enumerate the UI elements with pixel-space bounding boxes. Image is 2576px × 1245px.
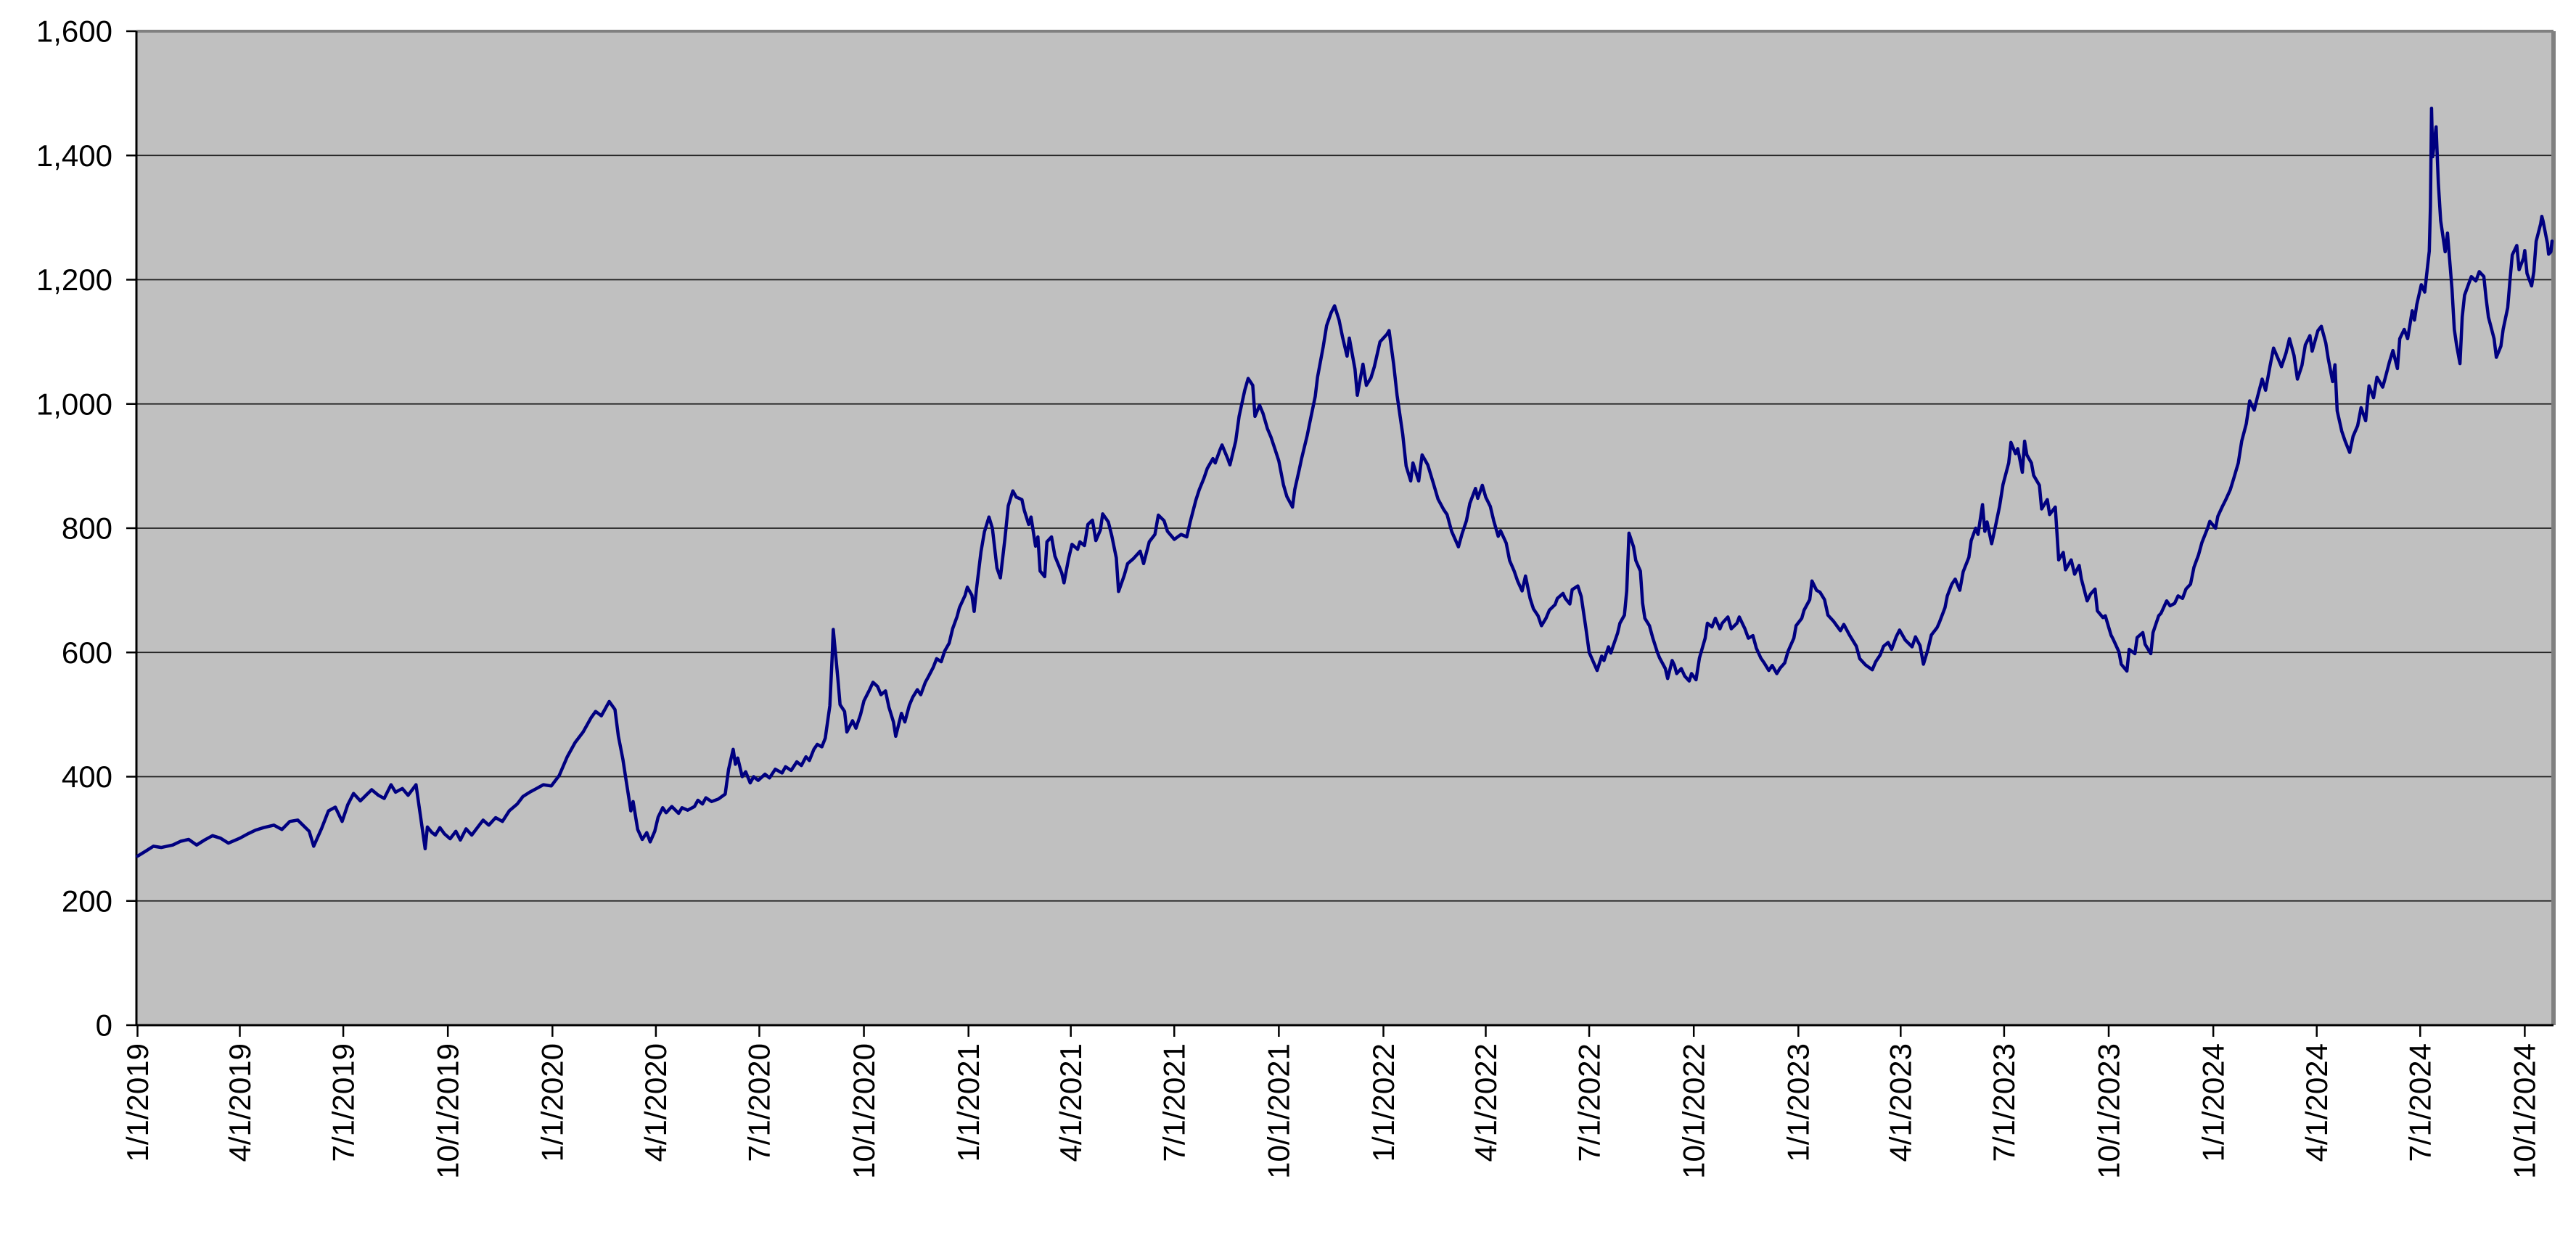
x-axis-tick-label: 7/1/2023 — [1987, 1043, 2021, 1162]
y-axis-tick-label: 400 — [62, 760, 112, 794]
x-axis-tick-label: 10/1/2022 — [1676, 1043, 1710, 1179]
x-axis-tick-label: 4/1/2021 — [1054, 1043, 1088, 1162]
y-axis-tick-label: 1,400 — [36, 139, 112, 173]
x-axis-tick-label: 1/1/2019 — [120, 1043, 155, 1162]
x-axis-tick-label: 10/1/2020 — [847, 1043, 881, 1179]
x-axis-tick-label: 10/1/2019 — [430, 1043, 464, 1179]
x-axis-tick-label: 10/1/2023 — [2091, 1043, 2125, 1179]
x-axis-tick-label: 1/1/2020 — [536, 1043, 570, 1162]
x-axis-tick-label: 4/1/2020 — [639, 1043, 673, 1162]
x-axis-tick-label: 4/1/2023 — [1884, 1043, 1918, 1162]
price-line — [136, 106, 2554, 858]
x-axis-tick-label: 7/1/2019 — [326, 1043, 360, 1162]
x-axis-tick-label: 7/1/2024 — [2403, 1043, 2437, 1162]
y-axis-tick-label: 1,600 — [36, 15, 112, 49]
x-axis-tick-label: 1/1/2023 — [1781, 1043, 1816, 1162]
y-axis-tick-label: 1,200 — [36, 263, 112, 297]
x-axis-tick-label: 7/1/2020 — [742, 1043, 776, 1162]
y-axis-tick-label: 200 — [62, 884, 112, 918]
x-axis-tick-label: 7/1/2021 — [1157, 1043, 1191, 1162]
y-axis-tick-label: 0 — [96, 1008, 112, 1043]
y-axis-tick-label: 1,000 — [36, 387, 112, 421]
x-axis-tick-label: 4/1/2019 — [223, 1043, 257, 1162]
x-axis-tick-label: 1/1/2021 — [951, 1043, 985, 1162]
y-axis-tick-label: 600 — [62, 636, 112, 670]
x-axis-tick-label: 7/1/2022 — [1572, 1043, 1606, 1162]
x-axis-tick-label: 1/1/2024 — [2196, 1043, 2230, 1162]
x-axis-tick-label: 10/1/2021 — [1262, 1043, 1296, 1179]
x-axis-tick-label: 1/1/2022 — [1366, 1043, 1400, 1162]
x-axis-tick-label: 10/1/2024 — [2508, 1043, 2542, 1179]
x-axis-tick-label: 4/1/2022 — [1469, 1043, 1503, 1162]
x-axis-tick-label: 4/1/2024 — [2300, 1043, 2334, 1162]
y-axis-tick-label: 800 — [62, 511, 112, 546]
